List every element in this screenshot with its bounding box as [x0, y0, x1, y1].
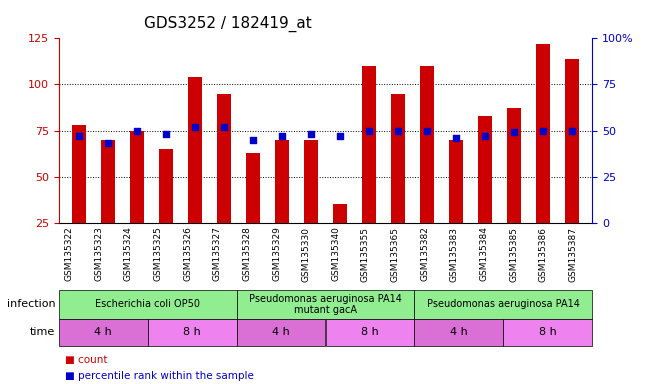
Text: 4 h: 4 h	[450, 327, 468, 337]
Bar	[536, 44, 550, 269]
Text: 8 h: 8 h	[361, 327, 379, 337]
Text: ■ count: ■ count	[65, 355, 107, 365]
Text: time: time	[30, 327, 55, 337]
Text: GSM135327: GSM135327	[213, 227, 222, 281]
Text: GSM135383: GSM135383	[450, 227, 459, 281]
Bar	[101, 140, 115, 269]
Point	[103, 141, 113, 147]
Bar	[130, 131, 144, 269]
Point	[161, 131, 171, 137]
Text: GSM135323: GSM135323	[94, 227, 103, 281]
Point	[74, 133, 84, 139]
Bar	[362, 66, 376, 269]
Text: GDS3252 / 182419_at: GDS3252 / 182419_at	[144, 15, 312, 31]
Text: GSM135386: GSM135386	[539, 227, 548, 281]
Text: GSM135325: GSM135325	[154, 227, 162, 281]
Text: GSM135355: GSM135355	[361, 227, 370, 281]
Bar	[245, 153, 260, 269]
Text: GSM135324: GSM135324	[124, 227, 133, 281]
Bar	[420, 66, 434, 269]
Bar	[159, 149, 173, 269]
Text: 8 h: 8 h	[539, 327, 557, 337]
Bar	[304, 140, 318, 269]
Text: 4 h: 4 h	[94, 327, 112, 337]
Bar	[565, 59, 579, 269]
Text: GSM135384: GSM135384	[480, 227, 489, 281]
Text: GSM135387: GSM135387	[568, 227, 577, 281]
Bar	[478, 116, 492, 269]
Bar	[333, 204, 347, 269]
Bar	[72, 125, 86, 269]
Point	[509, 129, 519, 136]
Text: GSM135326: GSM135326	[183, 227, 192, 281]
Text: infection: infection	[7, 299, 55, 310]
Point	[335, 133, 345, 139]
Text: GSM135385: GSM135385	[509, 227, 518, 281]
Point	[132, 127, 142, 134]
Bar	[187, 77, 202, 269]
Text: GSM135365: GSM135365	[391, 227, 400, 281]
Point	[364, 127, 374, 134]
Point	[538, 127, 548, 134]
Bar	[507, 108, 521, 269]
Point	[422, 127, 432, 134]
Point	[306, 131, 316, 137]
Text: GSM135382: GSM135382	[421, 227, 429, 281]
Point	[567, 127, 577, 134]
Text: GSM135330: GSM135330	[301, 227, 311, 281]
Bar	[217, 94, 231, 269]
Point	[219, 124, 229, 130]
Text: Escherichia coli OP50: Escherichia coli OP50	[95, 299, 200, 310]
Text: GSM135322: GSM135322	[64, 227, 74, 281]
Text: ■ percentile rank within the sample: ■ percentile rank within the sample	[65, 371, 254, 381]
Text: GSM135328: GSM135328	[242, 227, 251, 281]
Point	[189, 124, 200, 130]
Text: GSM135329: GSM135329	[272, 227, 281, 281]
Bar	[391, 94, 406, 269]
Point	[451, 135, 462, 141]
Bar	[275, 140, 289, 269]
Text: Pseudomonas aeruginosa PA14
mutant gacA: Pseudomonas aeruginosa PA14 mutant gacA	[249, 293, 402, 315]
Point	[248, 137, 258, 143]
Point	[277, 133, 287, 139]
Point	[393, 127, 403, 134]
Text: Pseudomonas aeruginosa PA14: Pseudomonas aeruginosa PA14	[427, 299, 580, 310]
Bar	[449, 140, 464, 269]
Text: GSM135340: GSM135340	[331, 227, 340, 281]
Point	[480, 133, 490, 139]
Text: 4 h: 4 h	[272, 327, 290, 337]
Text: 8 h: 8 h	[183, 327, 201, 337]
